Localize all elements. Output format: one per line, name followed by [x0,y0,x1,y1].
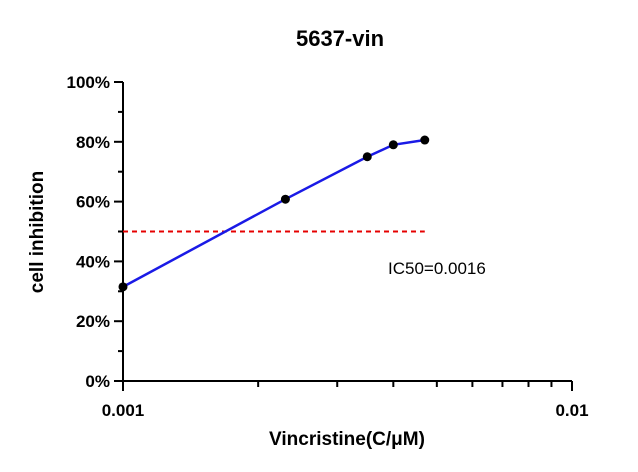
x-tick-label: 0.001 [102,401,145,420]
data-point [118,282,128,292]
y-tick-label: 80% [76,133,110,152]
x-axis: 0.001 0.01 [102,380,589,420]
y-tick-label: 60% [76,193,110,212]
series-line [122,138,425,288]
data-point [362,152,372,162]
x-axis-label: Vincristine(C/μM) [269,429,425,450]
x-tick-label: 0.01 [555,401,588,420]
y-tick-label: 20% [76,312,110,331]
data-point [280,194,290,204]
y-axis: 0% 20% 40% 60% 80% 100% [67,73,124,391]
ic50-annotation: IC50=0.0016 [388,259,486,278]
chart-title: 5637-vin [296,26,384,51]
y-tick-label: 0% [85,372,110,391]
data-point [420,135,430,145]
y-tick-label: 40% [76,252,110,271]
data-point [388,140,398,150]
series-layer [118,135,430,292]
y-tick-label: 100% [67,73,110,92]
y-axis-label: cell inhibition [27,171,48,293]
